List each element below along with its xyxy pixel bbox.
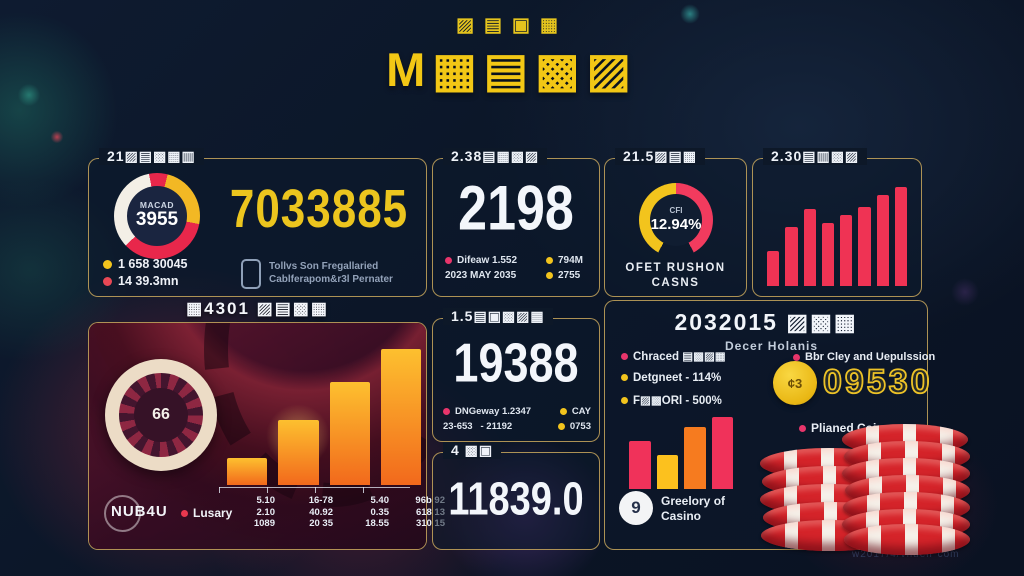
bar <box>711 417 733 489</box>
macau-donut-label: MACAD <box>139 199 175 210</box>
table-column: 96b 92 618 13 310 15 <box>415 495 445 529</box>
panel-gauge-title: 21.5▨▤▦ <box>615 148 705 165</box>
axis-line <box>219 487 410 493</box>
legend-dot-pink <box>621 353 628 361</box>
legend-item: 2755 <box>546 270 580 281</box>
panel-summary-title: 2032015 ▨▩▦ <box>674 309 858 335</box>
legend-dot-yellow <box>546 271 553 279</box>
bar <box>329 381 370 485</box>
legend-dot-pink <box>793 353 800 361</box>
legend-dot-yellow <box>621 374 628 382</box>
bar <box>380 349 421 485</box>
macau-donut-value: 3955 <box>135 209 179 231</box>
big-value-11839: 11839.0 <box>448 474 584 526</box>
page-title: M▦▤▩▨ <box>386 43 638 96</box>
coin-icon: ¢3 <box>773 361 817 405</box>
legend-dot-pink <box>799 425 806 433</box>
legend-dot-red <box>181 510 188 518</box>
panel-11839-title: 4 ▩▣ <box>443 442 502 459</box>
legend-item: 14 39.3mn <box>103 274 178 288</box>
red-bar-chart <box>767 187 907 286</box>
header-subtitle: ▨▤▣▦ <box>456 15 568 36</box>
legend-dot-yellow <box>621 397 628 405</box>
roulette-wheel-value: 66 <box>134 388 188 442</box>
panel-macau-title: 21▨▤▩▦▥ <box>99 148 204 165</box>
table-column: 16-78 40.92 20 35 <box>308 495 333 529</box>
bar <box>278 419 319 485</box>
gauge-value: 12.94% <box>650 215 702 233</box>
legend-dot-yellow <box>546 256 553 264</box>
macau-big-value: 7033885 <box>229 179 409 240</box>
table-column: 5.40 0.35 18.55 <box>365 495 389 529</box>
orange-bar-chart <box>227 349 421 485</box>
legend-item: Bbr Cley and Uepulssion <box>793 351 935 363</box>
big-value-2198: 2198 <box>458 173 574 245</box>
bar <box>894 187 907 286</box>
bar <box>656 455 678 489</box>
gauge-center: CFI 12.94% <box>650 194 702 246</box>
macau-donut-chart: MACAD 3955 <box>114 173 200 259</box>
legend-item: Chraced ▤▩▨▦ <box>621 349 726 363</box>
poker-chips-stack-right <box>842 424 978 555</box>
bar <box>858 206 871 286</box>
coin-value: 09530 <box>822 362 933 402</box>
phone-icon <box>241 259 261 289</box>
panel-gauge: 21.5▨▤▦ CFI 12.94% OFET RUSHON CASNS <box>604 148 747 297</box>
legend-row: 23-653 - 21192 0753 <box>443 421 591 432</box>
bar <box>803 208 816 286</box>
legend-dot-pink <box>443 407 450 415</box>
table-column: 5.10 2.10 1089 <box>253 495 275 529</box>
panel-roulette: ▦4301 ▨▤▩▦ 66 NUB4U Lusary 5.10 2.10 1089 … <box>88 299 445 550</box>
legend-dot-yellow <box>557 422 565 430</box>
legend-row: DNGeway 1.2347 CAY <box>443 406 591 417</box>
bar <box>785 226 798 286</box>
panel-19388-title: 1.5▤▣▩▨▦ <box>443 308 553 325</box>
legend-dot-yellow <box>559 407 567 415</box>
legend-dot-red <box>103 277 112 287</box>
legend-item: Difeaw 1.552 <box>445 255 517 266</box>
bar <box>629 440 651 489</box>
panel-macau-stats: 21▨▤▩▦▥ MACAD 3955 7033885 1 658 30045 1… <box>88 148 427 297</box>
panel-red-bars: 2.30▤▥▩▨ <box>752 148 922 297</box>
legend-dot-yellow <box>103 260 112 270</box>
series-legend: Lusary <box>181 506 232 520</box>
casino-badge: 9 <box>619 491 653 525</box>
bar <box>684 427 706 489</box>
panel-2198-title: 2.38▤▦▩▨ <box>443 148 548 165</box>
legend-item: 1 658 30045 <box>103 257 188 271</box>
panel-summary-subtitle: Decer Holanis <box>725 339 819 353</box>
legend-item: F▨▩ORl - 500% <box>621 393 722 407</box>
roulette-wheel: 66 <box>105 359 217 471</box>
panel-19388: 1.5▤▣▩▨▦ 19388 DNGeway 1.2347 CAY 23-653… <box>432 308 600 442</box>
mini-bar-chart <box>629 417 733 489</box>
bar <box>821 222 834 286</box>
macau-note: Tollvs Son Fregallaried Cablferapom&r3l … <box>269 261 393 285</box>
panel-11839: 4 ▩▣ 11839.0 <box>432 442 600 550</box>
ofet-gauge-chart: CFI 12.94% <box>639 183 713 257</box>
brand-logo: NUB4U <box>104 495 168 532</box>
legend-dot-pink <box>445 256 452 264</box>
bar <box>876 194 889 286</box>
panel-red-bars-title: 2.30▤▥▩▨ <box>763 148 868 165</box>
legend-item: 2023 MAY 2035 <box>445 270 517 281</box>
gauge-label: CFI <box>669 206 683 216</box>
legend-item: 794M <box>546 255 583 266</box>
bar <box>767 251 780 286</box>
macau-donut-center: MACAD 3955 <box>127 186 187 246</box>
panel-roulette-title: ▦4301 ▨▤▩▦ <box>186 299 329 318</box>
legend-item: Detgneet - 114% <box>621 372 721 384</box>
casino-footer-label: Greelory of Casino <box>661 494 726 523</box>
gauge-caption: OFET RUSHON CASNS <box>625 262 726 289</box>
panel-2198: 2.38▤▦▩▨ 2198 Difeaw 1.552 2023 MAY 2035… <box>432 148 600 297</box>
big-value-19388: 19388 <box>453 331 579 394</box>
bar <box>840 214 853 286</box>
bar <box>227 457 268 485</box>
